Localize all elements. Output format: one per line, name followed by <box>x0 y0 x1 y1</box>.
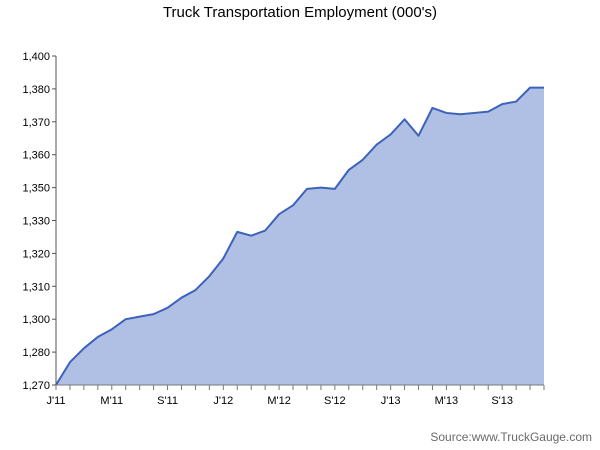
y-tick-label: 1,360 <box>22 150 50 162</box>
y-tick-label: 1,300 <box>22 314 50 326</box>
x-axis-ticks: J'11 M'11 S'11 J'12 M'12 S'12 J'13 M'13 S'13 <box>46 385 545 407</box>
y-tick-label: 1,320 <box>22 248 50 260</box>
x-tick-label: J'13 <box>381 395 401 407</box>
x-tick-label: J'11 <box>46 395 65 407</box>
x-tick-label: J'12 <box>213 395 233 407</box>
x-tick-label: S'13 <box>491 395 513 407</box>
x-tick-label: S'12 <box>324 395 346 407</box>
x-tick-label: S'11 <box>157 395 178 407</box>
x-tick-label: M'11 <box>100 395 123 407</box>
y-tick-label: 1,280 <box>22 347 50 359</box>
x-tick-label: M'13 <box>435 395 459 407</box>
chart-title: Truck Transportation Employment (000's) <box>162 4 438 21</box>
y-tick-label: 1,380 <box>22 84 50 96</box>
y-tick-label: 1,310 <box>22 281 50 293</box>
y-tick-label: 1,270 <box>22 380 50 392</box>
series-line <box>55 86 544 386</box>
y-tick-label: 1,350 <box>22 183 50 195</box>
source-note: Source:www.TruckGauge.com <box>430 430 592 444</box>
y-axis-ticks: 1,270 1,280 1,300 1,310 1,320 1,330 1,350 1,360… <box>22 51 56 392</box>
y-tick-label: 1,370 <box>22 117 50 129</box>
y-tick-label: 1,400 <box>22 51 50 63</box>
y-tick-label: 1,330 <box>22 216 50 228</box>
x-tick-label: M'12 <box>267 395 291 407</box>
series-area-fill <box>56 87 544 385</box>
